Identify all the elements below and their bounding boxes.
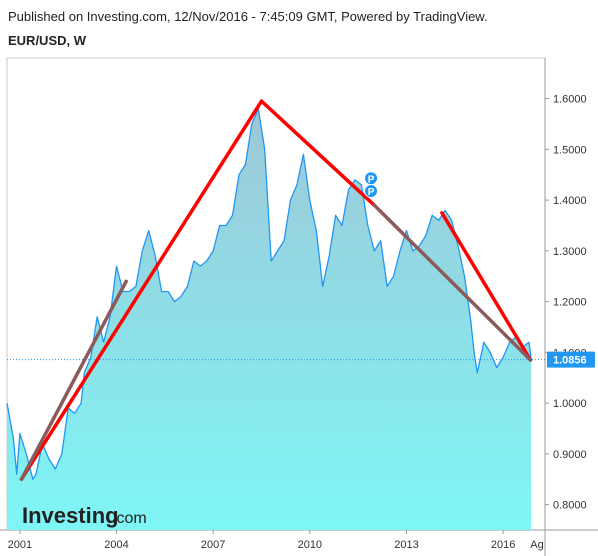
event-marker-label: P: [368, 187, 375, 198]
trendline-brown-5[interactable]: [19, 279, 128, 481]
time-tick-label: 2016: [491, 539, 515, 551]
line-layer: [6, 108, 532, 480]
price-tick-label: 1.0000: [553, 398, 587, 410]
trendline-red-2[interactable]: [259, 99, 377, 207]
event-marker-1[interactable]: P: [364, 171, 379, 186]
time-tick-label: 2010: [298, 539, 322, 551]
price-tick-label: 1.2000: [553, 297, 587, 309]
event-marker-label: P: [368, 174, 375, 185]
price-tick-label: 1.5000: [553, 144, 587, 156]
trendline-layer: [19, 99, 533, 481]
price-tick-label: 1.3000: [553, 246, 587, 258]
logo-main-text: Investing: [22, 503, 119, 528]
trendline-red-3[interactable]: [440, 211, 533, 362]
area-layer: [7, 108, 532, 531]
price-axis-labels: 0.80000.90001.00001.10001.20001.30001.40…: [545, 94, 587, 512]
current-price-label: 1.0856: [553, 355, 587, 367]
current-price-label-layer: 1.0856: [547, 351, 595, 368]
time-tick-label: 2013: [394, 539, 418, 551]
price-line: [6, 108, 532, 480]
time-tick-label: 2004: [104, 539, 128, 551]
trendline-red-1[interactable]: [19, 99, 264, 481]
price-tick-label: 0.9000: [553, 449, 587, 461]
time-tick-label: 2007: [201, 539, 225, 551]
marker-layer[interactable]: PP: [364, 171, 379, 198]
symbol-title: EUR/USD, W: [8, 33, 86, 48]
price-tick-label: 1.6000: [553, 94, 587, 106]
time-tick-label: Ag: [530, 539, 543, 551]
event-marker-2[interactable]: P: [364, 183, 379, 198]
logo-sub-text: .com: [112, 510, 147, 527]
price-tick-label: 0.8000: [553, 500, 587, 512]
event-marker-circle[interactable]: [364, 183, 379, 198]
trendline-brown-4[interactable]: [372, 203, 533, 362]
current-price-badge: [547, 351, 595, 368]
price-area: [7, 108, 532, 531]
published-info: Published on Investing.com, 12/Nov/2016 …: [8, 9, 488, 24]
time-tick-label: 2001: [8, 539, 32, 551]
investing-logo: Investing .com: [22, 503, 147, 528]
time-axis-labels: 2001 2004 2007 2010 2013 2016 Ag: [8, 530, 546, 551]
price-tick-label: 1.4000: [553, 195, 587, 207]
